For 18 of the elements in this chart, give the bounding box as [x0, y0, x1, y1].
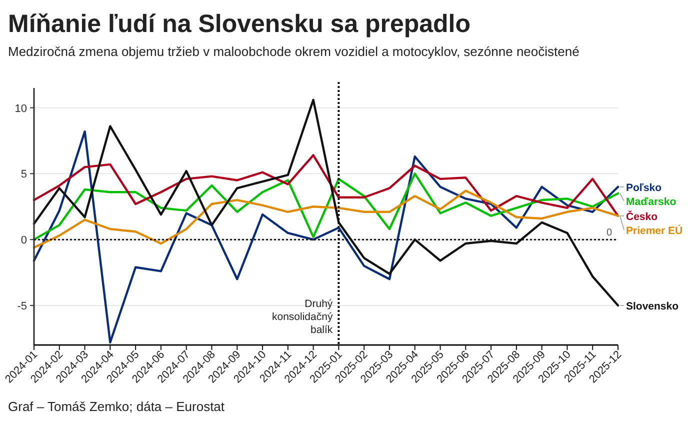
line-series: [32, 172, 620, 241]
text: Graf – Tomáš Zemko; dáta – Eurostat: [8, 399, 225, 414]
ref-line-label: Druhý konsolidačný balík: [272, 298, 334, 336]
ref-line-label: 0: [606, 228, 612, 239]
series-label: Priemer EÚ: [626, 224, 683, 237]
chart-title: Míňanie ľudí na Slovensku sa prepadlo: [8, 10, 471, 38]
line-series: [32, 190, 620, 249]
y-tick-label: 5: [20, 168, 27, 181]
y-tick-label: 10: [14, 102, 27, 115]
y-tick-label: 0: [20, 234, 27, 247]
series-label: Slovensko: [626, 300, 679, 312]
y-tick-label: -5: [17, 300, 27, 312]
series-label: Česko: [626, 210, 658, 223]
series-label: Poľsko: [626, 182, 662, 194]
series-label: Maďarsko: [626, 196, 676, 208]
line-series: [32, 130, 620, 344]
line-series: [32, 154, 620, 217]
chart-subtitle: Medziročná zmena objemu tržieb v maloobchode okrem vozidiel a motocyklov, sezónne neočistené: [8, 44, 580, 59]
